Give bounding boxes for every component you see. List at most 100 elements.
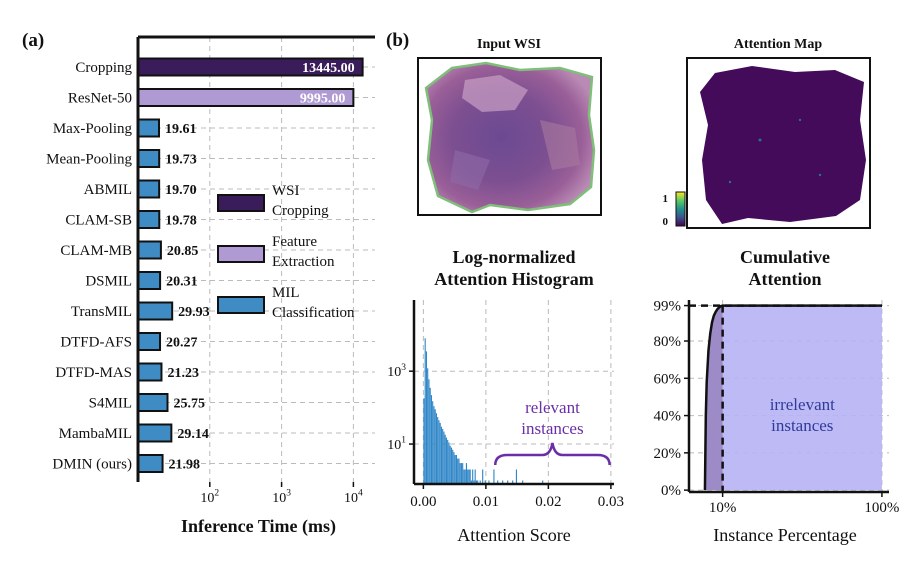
histogram-bin (429, 387, 431, 484)
bar-category-label: Mean-Pooling (46, 152, 132, 168)
histogram-bin (425, 351, 427, 484)
bar-value-label: 20.85 (167, 244, 199, 259)
bar-category-label: ResNet-50 (68, 91, 132, 107)
colorbar-max-label: 1 (663, 193, 669, 205)
legend-label: Classification (272, 305, 355, 321)
histogram-bin (455, 455, 457, 484)
bar (137, 210, 161, 229)
bar-value-label: 29.14 (177, 427, 209, 442)
histogram-bin (423, 398, 425, 484)
bar (137, 362, 163, 382)
histogram-bin (488, 480, 490, 484)
bar (137, 332, 162, 351)
histogram-bin (433, 406, 435, 484)
bar-category-label: DTFD-AFS (60, 335, 132, 351)
histogram-bin (453, 452, 455, 484)
bar-category-label: CLAM-SB (65, 213, 132, 229)
bar-category-label: DSMIL (85, 274, 132, 290)
irrelevant-instances-label: irrelevant (770, 395, 835, 414)
histogram-bin (502, 480, 504, 484)
attention-map-title: Attention Map (734, 37, 822, 52)
x-tick-label: 0.03 (598, 494, 624, 510)
bar (137, 118, 160, 138)
bar (137, 393, 169, 412)
bar-value-label: 21.23 (167, 366, 199, 381)
histogram-bin (435, 413, 437, 484)
histogram-bin (475, 480, 477, 484)
histogram-bin (442, 428, 444, 484)
histogram-bin (497, 480, 499, 484)
cumulative-curve (703, 304, 882, 491)
histogram-bin (447, 439, 449, 484)
histogram-bin (468, 469, 470, 484)
y-tick-label: 0% (661, 483, 681, 499)
bar-value-label: 25.75 (173, 397, 205, 412)
histogram-bin (432, 401, 434, 484)
histogram-bin (440, 426, 442, 484)
y-tick-label: 40% (654, 409, 682, 425)
relevant-instances-label: relevant (525, 398, 580, 417)
histogram-bin (438, 420, 440, 484)
cumulative-title-line: Cumulative (740, 247, 830, 267)
legend-swatch (217, 245, 265, 263)
cumulative-title-line: Attention (749, 269, 822, 289)
y-tick-label: 20% (654, 446, 682, 462)
histogram-bin (465, 463, 467, 484)
histogram-bin (522, 480, 524, 484)
input-wsi-image (417, 57, 602, 216)
y-tick-label: 101 (387, 436, 406, 453)
y-tick-label: 80% (654, 334, 682, 350)
bar (137, 240, 162, 260)
bar (137, 301, 174, 321)
histogram-bin (542, 480, 544, 484)
bar-category-label: TransMIL (71, 304, 132, 320)
bar (137, 149, 161, 168)
x-axis-title: Instance Percentage (713, 525, 856, 545)
bar-category-label: Cropping (75, 60, 132, 76)
legend-swatch (217, 296, 265, 314)
x-tick-label: 10% (709, 500, 737, 516)
histogram-bin (462, 463, 464, 484)
bar-category-label: DTFD-MAS (55, 365, 132, 381)
histogram-bin (474, 469, 476, 484)
legend-label: WSI (272, 183, 300, 199)
bar-value-label: 20.27 (166, 336, 198, 351)
bar-category-label: S4MIL (89, 396, 132, 412)
colorbar-min-label: 0 (663, 216, 669, 228)
bar-category-label: CLAM-MB (60, 243, 132, 259)
histogram-title-line: Attention Histogram (434, 269, 593, 289)
histogram-bin (512, 480, 514, 484)
histogram-bin (460, 463, 462, 484)
histogram-bin (427, 368, 429, 484)
histogram-bin (470, 480, 472, 484)
panel-label-a: (a) (22, 30, 44, 51)
bar-value-label: 9995.00 (300, 92, 346, 107)
histogram-bin (464, 469, 466, 484)
inference-time-chart: Cropping 13445.00 ResNet-50 9995.00 Max-Pool… (46, 35, 375, 537)
bar-value-label: 19.70 (165, 183, 197, 198)
y-tick-label: 60% (654, 371, 682, 387)
histogram-bin (484, 480, 486, 484)
x-tick-label: 100% (864, 500, 899, 516)
histogram-bin (467, 469, 469, 484)
irrelevant-instances-label: instances (771, 416, 833, 435)
bar-value-label: 19.78 (165, 214, 197, 229)
bar (137, 454, 164, 473)
input-wsi-title: Input WSI (477, 37, 541, 52)
x-tick-label: 102 (200, 489, 219, 506)
bar-value-label: 19.61 (165, 122, 197, 137)
histogram-bin (457, 458, 459, 484)
histogram-bin (463, 469, 465, 484)
histogram-bin (452, 449, 454, 484)
histogram-bin (430, 395, 432, 484)
histogram-bin (439, 422, 441, 484)
histogram-bin (472, 469, 474, 484)
histogram-bin (445, 437, 447, 484)
relevant-instances-label: instances (521, 419, 583, 438)
histogram-bin (493, 469, 495, 484)
x-axis-title: Inference Time (ms) (181, 516, 336, 537)
histogram-bin (459, 463, 461, 484)
